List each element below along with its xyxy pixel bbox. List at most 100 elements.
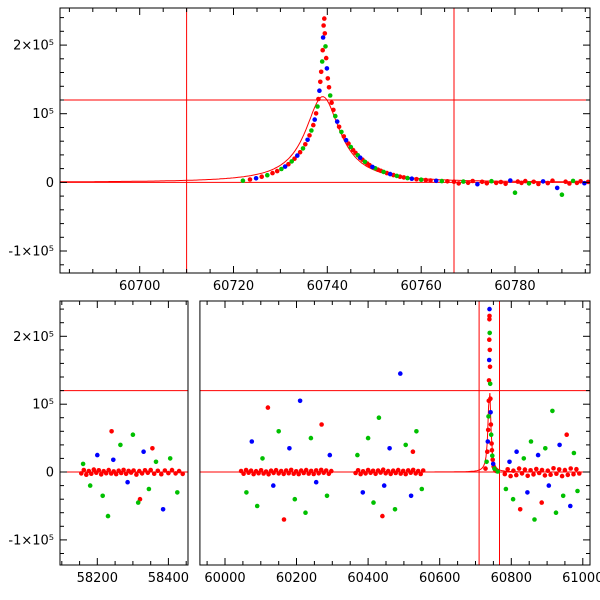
data-point-g <box>279 166 284 172</box>
data-point-g <box>490 453 495 459</box>
data-point-r <box>308 468 314 474</box>
data-point-r <box>320 47 326 53</box>
data-point-b <box>568 503 573 509</box>
data-point-r <box>554 471 559 477</box>
data-point-r <box>151 471 157 477</box>
data-point-b <box>95 452 100 458</box>
data-point-g <box>510 496 516 502</box>
data-point-b <box>488 410 493 415</box>
data-point-r <box>323 55 329 61</box>
data-point-r <box>410 467 416 473</box>
data-point-r <box>470 178 476 184</box>
data-point-r <box>297 149 303 155</box>
data-point-r <box>173 471 178 476</box>
data-point-r <box>487 364 493 370</box>
data-point-r <box>548 472 553 478</box>
data-point-r <box>286 161 291 167</box>
data-point-b <box>408 493 414 499</box>
x-tick-label: 60760 <box>401 279 442 294</box>
x-tick-label: 60720 <box>213 279 254 294</box>
data-point-r <box>410 449 416 455</box>
data-point-b <box>313 479 319 485</box>
data-point-r <box>106 467 111 473</box>
x-tick-label: 60400 <box>347 571 388 586</box>
y-tick-label: 0 <box>46 176 54 191</box>
data-point-r <box>131 468 136 473</box>
data-point-r <box>329 468 334 474</box>
data-point-r <box>401 175 407 180</box>
x-tick-label: 60000 <box>204 571 245 586</box>
data-point-b <box>370 164 375 170</box>
data-point-g <box>488 432 494 438</box>
data-point-g <box>87 483 93 488</box>
data-point-r <box>565 472 571 478</box>
y-tick-label: 2×10⁵ <box>13 39 54 54</box>
data-point-g <box>323 44 328 49</box>
data-point-g <box>495 469 501 474</box>
panel-frame <box>59 300 189 566</box>
data-point-r <box>166 470 171 476</box>
data-point-r <box>550 178 555 183</box>
data-point-r <box>531 179 536 185</box>
data-point-g <box>80 461 86 467</box>
data-point-b <box>485 439 491 444</box>
data-point-r <box>247 177 253 182</box>
data-point-g <box>486 414 491 419</box>
data-point-r <box>363 471 368 476</box>
data-point-b <box>111 457 116 463</box>
data-point-r <box>258 468 264 473</box>
data-point-b <box>141 449 146 455</box>
data-point-b <box>487 306 492 312</box>
data-point-b <box>557 442 562 448</box>
data-point-r <box>380 513 385 519</box>
x-tick-label: 60780 <box>494 279 535 294</box>
data-point-g <box>550 408 555 414</box>
data-point-g <box>244 490 249 495</box>
data-point-r <box>148 467 153 473</box>
data-point-r <box>303 142 308 147</box>
model-curve <box>60 96 590 183</box>
data-point-r <box>536 470 542 476</box>
data-point-r <box>559 473 565 479</box>
data-point-b <box>525 490 530 495</box>
data-point-g <box>489 178 494 184</box>
data-point-r <box>487 337 492 343</box>
data-point-r <box>522 467 528 472</box>
data-point-g <box>394 173 400 179</box>
data-point-g <box>487 381 493 387</box>
data-point-r <box>508 473 513 479</box>
data-point-g <box>348 144 354 150</box>
data-point-g <box>289 159 295 164</box>
data-point-r <box>259 174 265 179</box>
data-point-r <box>498 179 504 185</box>
data-point-g <box>405 175 410 181</box>
data-point-r <box>270 170 275 176</box>
data-point-b <box>490 461 496 467</box>
data-point-r <box>321 23 326 28</box>
data-point-b <box>125 479 130 485</box>
data-point-r <box>180 471 185 477</box>
data-point-r <box>303 467 309 473</box>
data-point-b <box>317 88 322 93</box>
data-point-r <box>89 471 94 477</box>
data-point-r <box>84 472 89 478</box>
panel-frame <box>59 7 591 274</box>
data-point-b <box>271 483 276 488</box>
data-point-g <box>461 179 466 184</box>
data-point-r <box>578 179 583 184</box>
data-point-b <box>327 452 333 458</box>
data-point-g <box>381 169 386 175</box>
data-point-g <box>292 496 298 502</box>
data-point-r <box>519 471 525 476</box>
data-point-r <box>331 107 336 113</box>
data-point-b <box>582 180 587 186</box>
data-point-r <box>380 467 386 473</box>
data-point-r <box>281 471 287 477</box>
data-point-g <box>532 517 537 522</box>
data-point-g <box>319 59 325 64</box>
data-point-r <box>329 100 334 105</box>
data-point-r <box>96 468 102 473</box>
data-point-g <box>240 178 246 183</box>
data-point-r <box>574 180 580 186</box>
data-point-r <box>564 432 569 438</box>
